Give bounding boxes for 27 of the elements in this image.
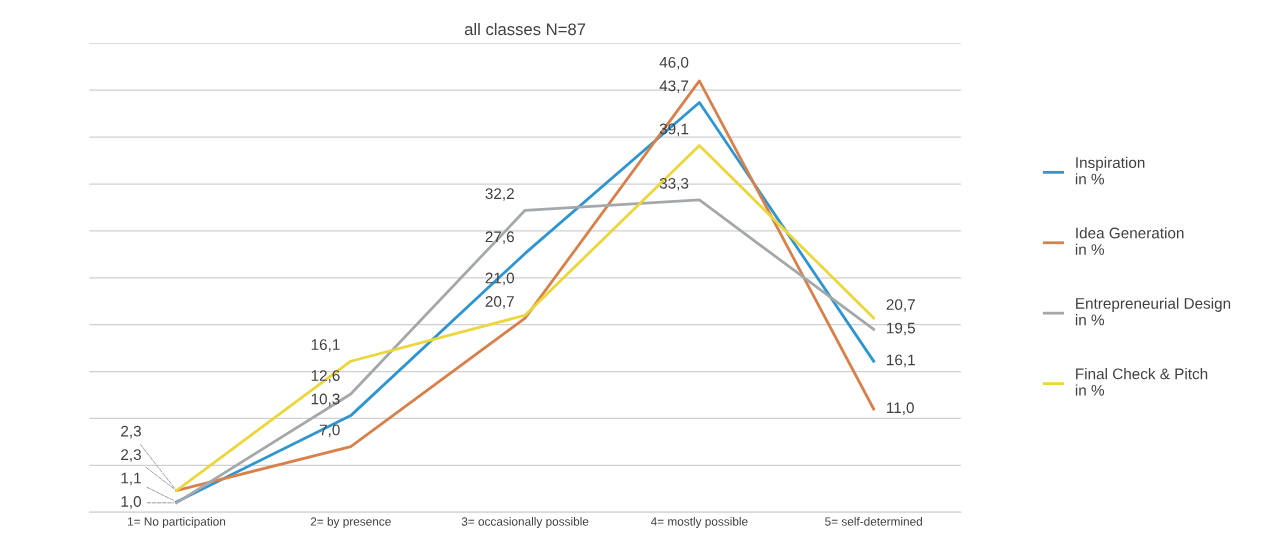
data-label: 16,1 [887, 354, 915, 368]
x-tick-label: 4= mostly possible [650, 517, 748, 529]
data-label: 20,7 [485, 296, 514, 309]
data-label: 1,0 [121, 496, 142, 509]
data-label: 43,7 [659, 80, 689, 94]
data-label: 1,1 [121, 472, 141, 486]
x-tick-label: 1= No participation [127, 517, 226, 529]
data-label: 33,3 [659, 177, 689, 191]
data-label: 16,1 [311, 339, 340, 352]
data-label: 10,3 [311, 393, 340, 407]
data-label: 46,0 [659, 56, 689, 70]
data-label: 27,6 [485, 231, 514, 244]
data-label: 19,5 [887, 322, 915, 336]
data-label: 11,0 [887, 402, 914, 415]
x-tick-label: 2= by presence [310, 517, 391, 529]
data-label: 2,3 [121, 425, 141, 439]
data-label: 2,3 [121, 449, 141, 462]
chart-title: all classes N=87 [464, 22, 586, 36]
x-tick-label: 3= occasionally possible [461, 517, 589, 529]
data-label: 20,7 [886, 299, 915, 312]
data-label: 7,0 [319, 424, 340, 438]
data-label: 32,2 [485, 188, 514, 201]
legend-label: Idea Generation in % [1075, 227, 1184, 255]
legend-label: Inspiration in % [1075, 156, 1145, 185]
legend-label: Final Check & Pitch in % [1075, 368, 1208, 396]
legend-label: Entrepreneurial Design in % [1075, 297, 1231, 326]
x-tick-label: 5= self-determined [825, 517, 922, 526]
